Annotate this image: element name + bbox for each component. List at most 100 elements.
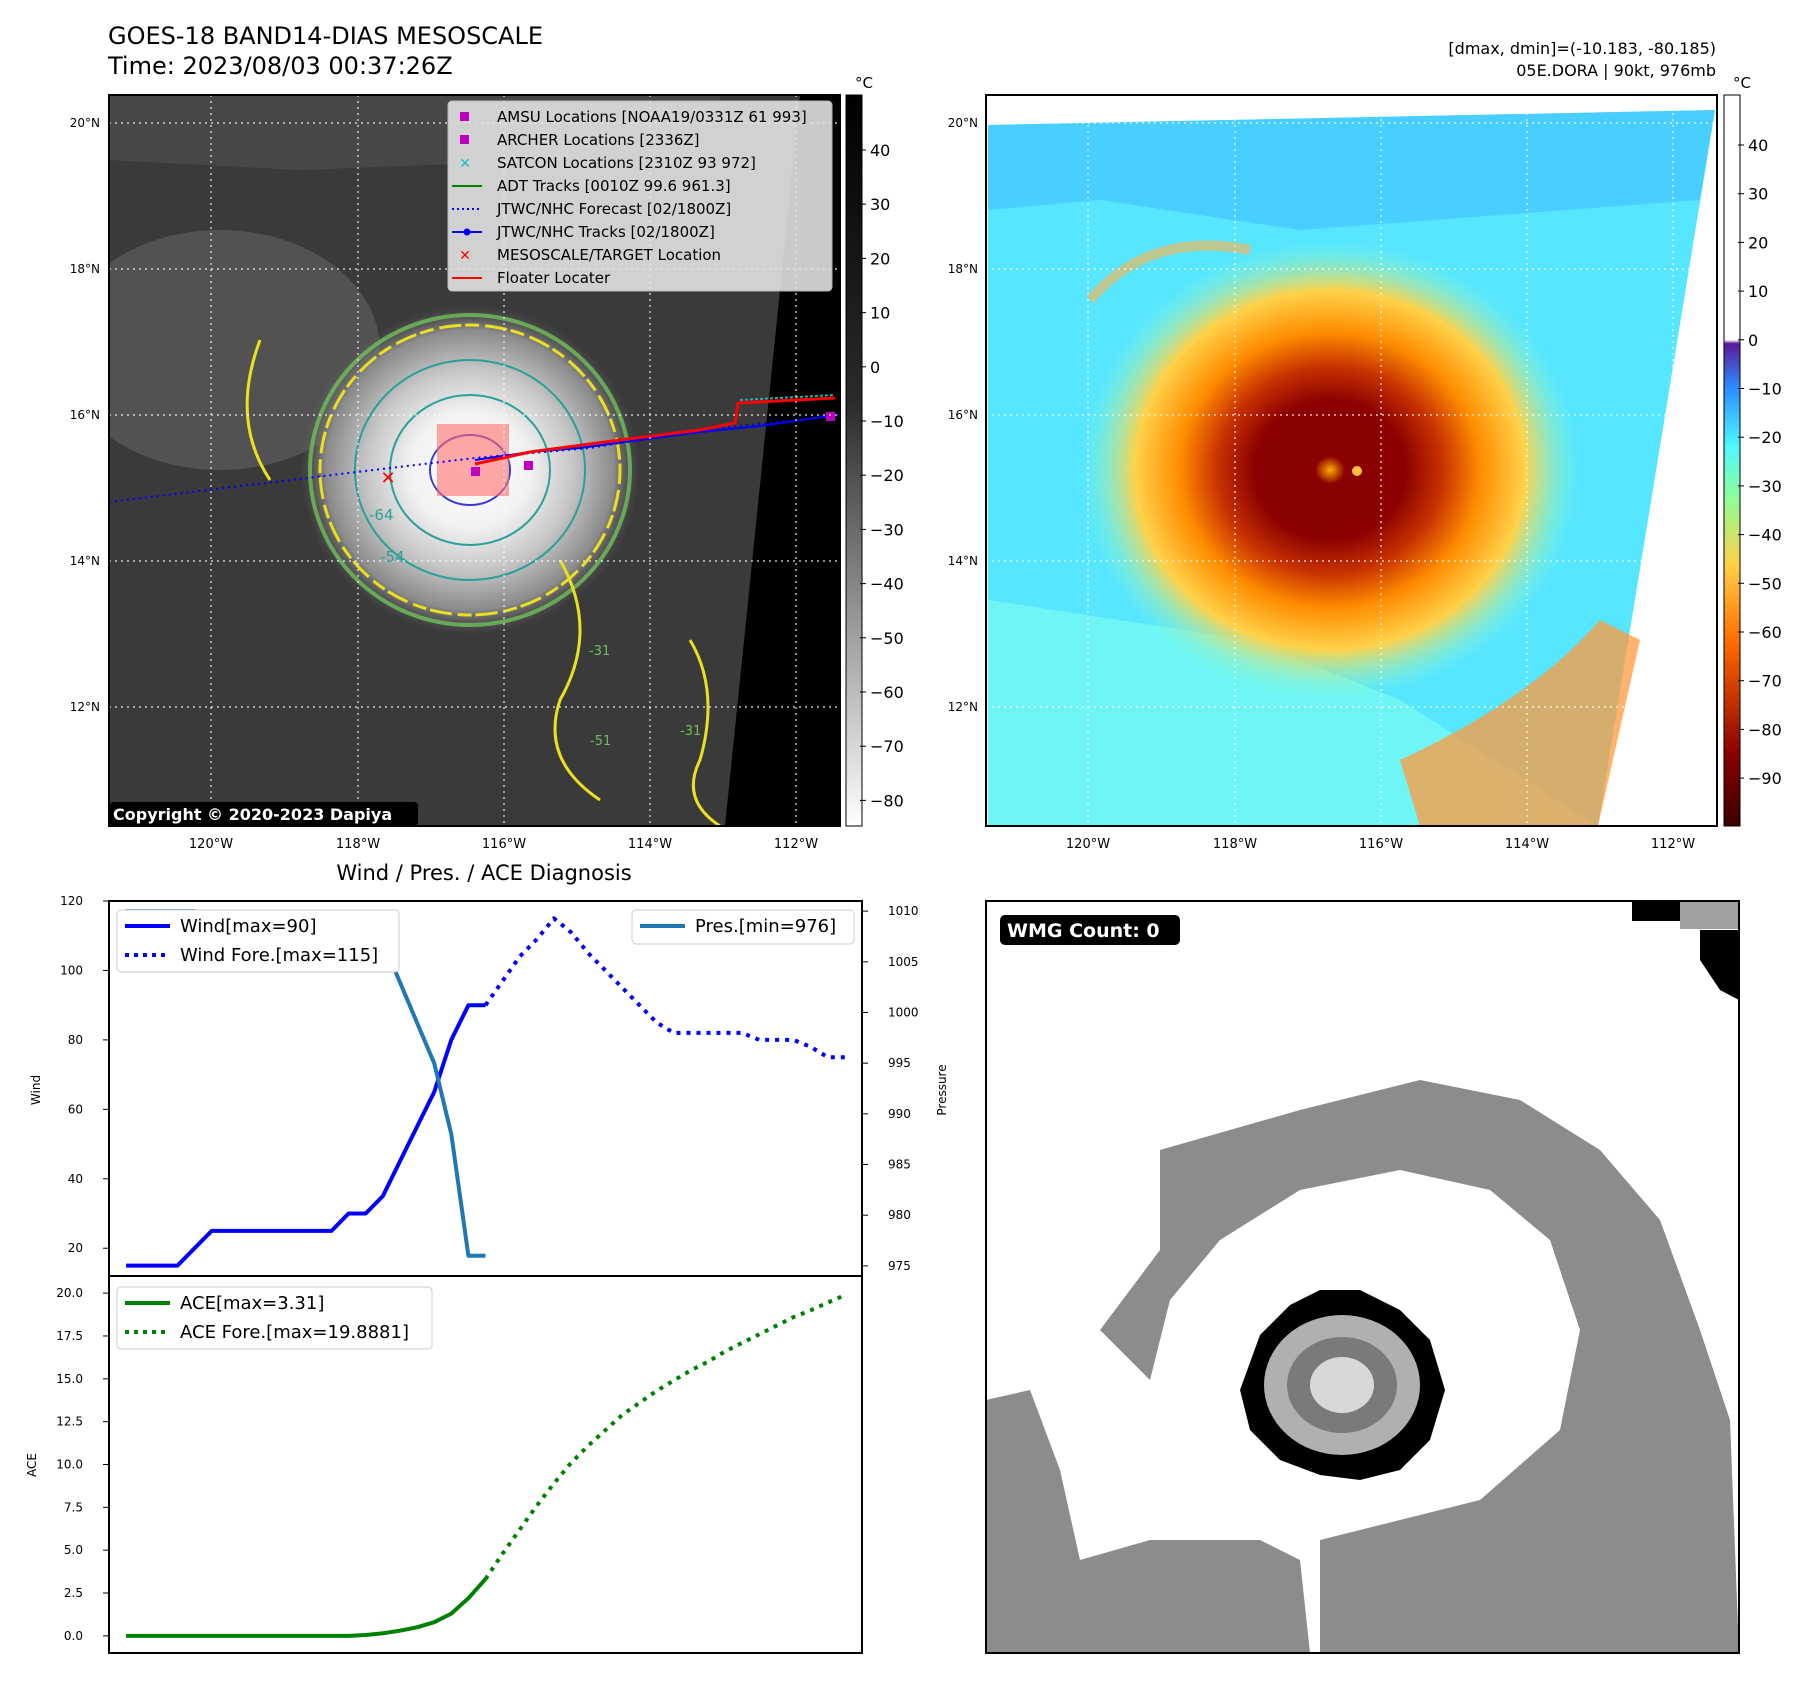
y2-tick-label: 980 [888, 1208, 911, 1222]
y-tick-label: 40 [68, 1172, 83, 1186]
color-lat-14: 14°N [948, 554, 978, 568]
legend-marker-square [460, 112, 469, 121]
color-ir-map: 20°N 18°N 16°N 14°N 12°N 120°W 118°W 116… [948, 74, 1782, 852]
colorbar-tick-label: −40 [1748, 526, 1782, 545]
contour-label-3: -31 [589, 644, 610, 659]
colorbar-tick-label: −10 [1748, 380, 1782, 399]
gray-contour-teal-outer [354, 359, 586, 581]
y-tick-label: 12.5 [56, 1415, 83, 1429]
legend-marker-x: ✕ [459, 156, 471, 172]
legend-box [447, 100, 833, 292]
series-line-1 [483, 1293, 846, 1581]
color-lon-labels: 120°W 118°W 116°W 114°W 112°W [1066, 837, 1695, 852]
gray-contour-teal-inner [389, 394, 551, 546]
wmg-count-box [1000, 915, 1180, 945]
color-lon-116: 116°W [1359, 837, 1403, 852]
colorbar-tick-label: −20 [870, 466, 904, 485]
copyright-box [110, 802, 418, 826]
y-tick-label: 100 [60, 963, 83, 977]
gray-lon-112: 112°W [774, 837, 818, 852]
pres-legend: Pres.[min=976] [631, 909, 855, 945]
pres-legend-label: Pres.[min=976] [695, 916, 836, 937]
legend-item-4: JTWC/NHC Forecast [02/1800Z] [452, 200, 731, 218]
legend-marker-x: ✕ [459, 248, 471, 264]
colorbar-tick-label: −10 [870, 412, 904, 431]
gray-lat-14: 14°N [70, 554, 100, 568]
colorbar-tick-label: −60 [1748, 623, 1782, 642]
colorbar-tick-label: 0 [870, 358, 880, 377]
gray-map-frame [108, 94, 841, 827]
wmg-corner-gray [1680, 901, 1739, 929]
gray-contour-yellow [318, 323, 622, 617]
gray-lon-labels: 120°W 118°W 116°W 114°W 112°W [189, 837, 818, 852]
color-lon-114: 114°W [1505, 837, 1549, 852]
wmg-eye [1310, 1357, 1374, 1413]
color-gridlines [986, 95, 1717, 826]
contour-label-2: -54 [380, 548, 405, 566]
ace-legend-box [116, 1286, 433, 1350]
color-lon-118: 118°W [1213, 837, 1257, 852]
gray-colorbar-unit: °C [855, 74, 873, 92]
colorbar-tick-label: 40 [870, 141, 890, 160]
colorbar-tick-label: 10 [1748, 282, 1768, 301]
contour-label-4: -51 [590, 734, 611, 749]
ace-axis-label: ACE [25, 1453, 39, 1477]
legend-item-2: ✕ SATCON Locations [2310Z 93 972] [459, 154, 756, 172]
gray-lat-12: 12°N [70, 700, 100, 714]
color-eye [1352, 466, 1362, 476]
legend-item-7: Floater Locater [452, 269, 611, 287]
colorbar-tick-label: −90 [1748, 769, 1782, 788]
y-tick-label: 60 [68, 1102, 83, 1116]
y-tick-label: 7.5 [64, 1500, 83, 1514]
colorbar-tick-label: 30 [1748, 185, 1768, 204]
color-colorbar [1723, 94, 1741, 827]
target-marker: ✕ [380, 468, 395, 489]
legend-item-3: ADT Tracks [0010Z 99.6 961.3] [452, 177, 731, 195]
contour-label-1: -64 [369, 506, 394, 524]
y-tick-label: 17.5 [56, 1329, 83, 1343]
ace-legend-label: ACE[max=3.31] [180, 1293, 324, 1314]
contour-label-5: -31 [680, 724, 701, 739]
pressure-axis-label: Pressure [935, 1064, 949, 1115]
colorbar-tick-label: −60 [870, 683, 904, 702]
y2-tick-label: 1005 [888, 955, 919, 969]
y2-tick-label: 975 [888, 1259, 911, 1273]
legend-item-6: ✕ MESOSCALE/TARGET Location [459, 246, 721, 264]
colorbar-tick-label: −70 [1748, 672, 1782, 691]
y2-tick-label: 1010 [888, 904, 919, 918]
series-line-0 [126, 1003, 486, 1268]
colorbar-tick-label: 0 [1748, 331, 1758, 350]
y-tick-label: 10.0 [56, 1458, 83, 1472]
legend-label: AMSU Locations [NOAA19/0331Z 61 993] [497, 108, 807, 126]
y2-tick-label: 985 [888, 1158, 911, 1172]
y-tick-label: 2.5 [64, 1586, 83, 1600]
gray-lon-118: 118°W [336, 837, 380, 852]
wmg-corner-black-2 [1700, 930, 1739, 1000]
diagnosis-chart: Wind / Pres. / ACE Diagnosis Wind Pressu… [25, 861, 949, 1654]
wind-legend-label: Wind[max=90] [180, 916, 317, 937]
legend-label: MESOSCALE/TARGET Location [497, 246, 721, 264]
color-lon-120: 120°W [1066, 837, 1110, 852]
gray-ir-map: ✕ -64 -54 -31 -51 -31 Copyright © 2020-2… [70, 74, 904, 852]
gray-lat-labels: 20°N 18°N 16°N 14°N 12°N [70, 116, 100, 714]
wmg-count-label: WMG Count: 0 [1007, 920, 1160, 942]
gray-lon-120: 120°W [189, 837, 233, 852]
storm-info-label: 05E.DORA | 90kt, 976mb [1516, 61, 1716, 80]
colorbar-tick-label: −80 [1748, 720, 1782, 739]
wind-axis-label: Wind [29, 1075, 43, 1105]
legend-marker-dot [463, 228, 471, 236]
legend-label: SATCON Locations [2310Z 93 972] [497, 154, 756, 172]
color-lon-112: 112°W [1651, 837, 1695, 852]
diagnosis-title: Wind / Pres. / ACE Diagnosis [336, 861, 631, 885]
gray-colorbar [845, 94, 863, 827]
y-tick-label: 120 [60, 894, 83, 908]
legend-item-5: JTWC/NHC Tracks [02/1800Z] [452, 223, 715, 241]
gray-lat-18: 18°N [70, 262, 100, 276]
legend-item-0: AMSU Locations [NOAA19/0331Z 61 993] [460, 108, 807, 126]
gray-lon-114: 114°W [628, 837, 672, 852]
y2-tick-label: 995 [888, 1056, 911, 1070]
wind-legend-box [116, 909, 400, 973]
map-legend: AMSU Locations [NOAA19/0331Z 61 993] ARCH… [447, 100, 833, 292]
gray-lat-16: 16°N [70, 408, 100, 422]
